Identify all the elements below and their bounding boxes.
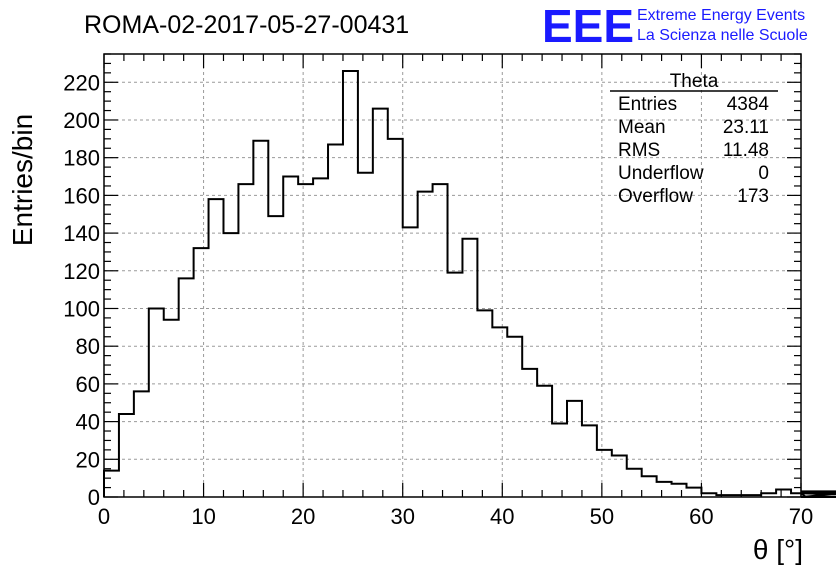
stats-row-label: Entries [618, 94, 677, 115]
x-tick-label: 10 [191, 504, 215, 529]
histogram-bin [179, 278, 194, 497]
histogram-bin [268, 216, 283, 497]
stats-row-value: 11.48 [723, 140, 769, 161]
x-tick-label: 0 [98, 504, 110, 529]
y-tick-label: 0 [88, 485, 100, 510]
y-tick-label: 120 [63, 259, 100, 284]
y-tick-label: 80 [76, 334, 100, 359]
histogram-bin [164, 320, 179, 497]
x-tick-label: 50 [590, 504, 614, 529]
x-tick-label: 70 [789, 504, 813, 529]
stats-title: Theta [670, 71, 719, 92]
histogram-bin [238, 184, 253, 497]
histogram-bin [448, 273, 463, 497]
x-tick-label: 30 [390, 504, 414, 529]
x-tick-labels: 0 10 20 30 40 50 60 70 [98, 504, 813, 529]
stats-row-label: Overflow [618, 186, 693, 207]
histogram-bin [686, 488, 701, 497]
stats-row-value: 173 [737, 186, 769, 207]
histogram-bin [462, 239, 477, 497]
stats-row-value: 4384 [727, 94, 770, 115]
y-tick-label: 60 [76, 372, 100, 397]
histogram-bin [522, 369, 537, 497]
histogram-bin [433, 184, 448, 497]
y-tick-label: 140 [63, 221, 100, 246]
y-tick-labels: 0 20 40 60 80 100 120 140 160 180 200 220 [63, 70, 100, 510]
y-axis-label: Entries/bin [7, 114, 38, 246]
stats-row-label: RMS [618, 140, 660, 161]
histogram-bin [657, 482, 672, 497]
eee-logo-line1: Extreme Energy Events [637, 7, 805, 24]
y-tick-label: 20 [76, 447, 100, 472]
histogram-bin [343, 71, 358, 497]
histogram-bin [373, 109, 388, 497]
x-axis-label: θ [°] [753, 534, 803, 565]
histogram-bin [298, 184, 313, 497]
run-title: ROMA-02-2017-05-27-00431 [84, 11, 409, 39]
eee-logo-line2: La Scienza nelle Scuole [637, 27, 808, 44]
stats-row-value: 23.11 [723, 117, 769, 138]
eee-logo-mark: EEE [542, 0, 634, 52]
histogram-bin [552, 423, 567, 497]
histogram-bin [358, 173, 373, 497]
histogram-bin [537, 386, 552, 497]
plot-frame [103, 53, 802, 498]
histogram-bin [567, 401, 582, 497]
x-tick-label: 20 [291, 504, 315, 529]
histogram-bin [492, 327, 507, 497]
y-tick-label: 40 [76, 410, 100, 435]
grid-lines [104, 54, 801, 497]
histogram-bin [119, 414, 134, 497]
stats-box: Theta Entries 4384 Mean 23.11 RMS 11.48 Underf… [610, 71, 778, 207]
histogram-bin [134, 391, 149, 497]
histogram-bin [253, 141, 268, 497]
stats-rows: Entries 4384 Mean 23.11 RMS 11.48 Underflow 0 Ov… [618, 94, 769, 207]
histogram-bin [776, 489, 791, 497]
histogram-bin [388, 139, 403, 497]
histogram-bin [104, 471, 119, 497]
histogram-bin [627, 469, 642, 497]
y-tick-label: 160 [63, 183, 100, 208]
histogram-bin [582, 425, 597, 497]
histogram-bin [477, 310, 492, 497]
y-tick-label: 100 [63, 296, 100, 321]
y-tick-label: 200 [63, 108, 100, 133]
histogram-bin [612, 456, 627, 497]
histogram-bars [103, 69, 836, 498]
histogram-bin [223, 233, 238, 497]
x-tick-label: 60 [689, 504, 713, 529]
histogram-bin [194, 248, 209, 497]
histogram-bin [313, 178, 328, 497]
stats-row-value: 0 [758, 163, 769, 184]
stats-row-label: Mean [618, 117, 666, 138]
histogram-bin [507, 337, 522, 497]
histogram-bin [149, 308, 164, 497]
y-tick-label: 180 [63, 146, 100, 171]
stats-row-label: Underflow [618, 163, 704, 184]
histogram-bin [642, 476, 657, 497]
histogram-bin [283, 177, 298, 497]
eee-logo: EEE Extreme Energy Events La Scienza nel… [542, 0, 808, 52]
histogram-bin [418, 192, 433, 497]
histogram-bin [209, 199, 224, 497]
x-tick-label: 40 [490, 504, 514, 529]
histogram-outline [103, 69, 836, 498]
histogram-bin [403, 227, 418, 497]
histogram-bin [597, 450, 612, 497]
histogram-bin [328, 144, 343, 497]
histogram-bin [672, 484, 687, 497]
y-tick-label: 220 [63, 70, 100, 95]
